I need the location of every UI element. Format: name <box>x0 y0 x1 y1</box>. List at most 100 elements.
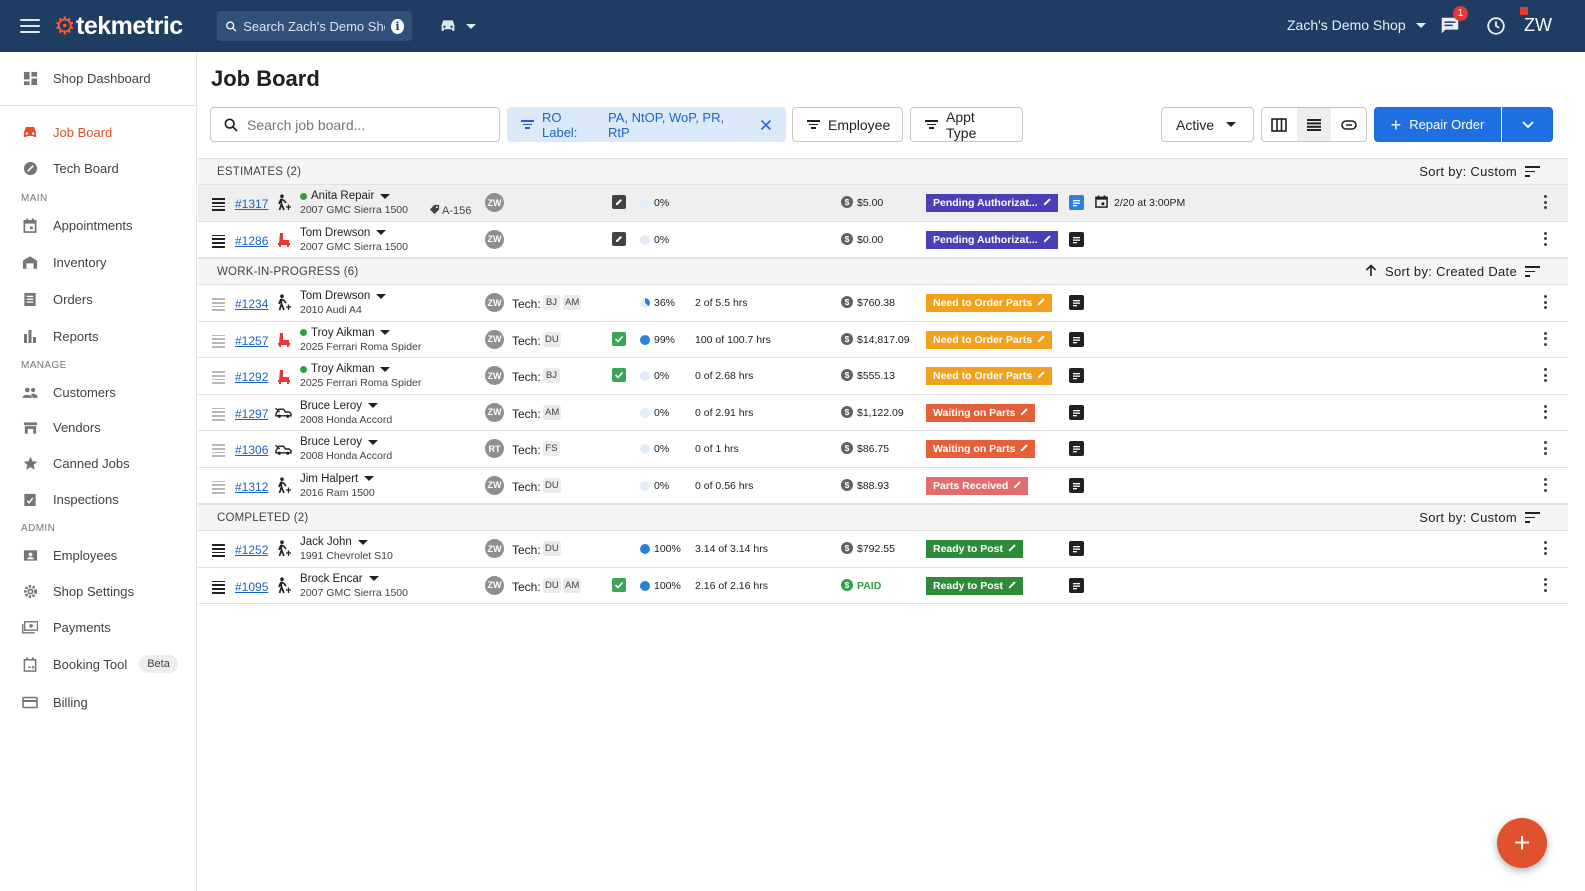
notes-icon[interactable] <box>1069 477 1084 493</box>
notes-icon[interactable] <box>1069 577 1084 593</box>
table-row[interactable]: #1317 Anita Repair 2007 GMC Sierra 1500 A-1… <box>198 185 1568 222</box>
employee-filter[interactable]: Employee <box>792 107 903 142</box>
close-icon[interactable] <box>760 119 772 131</box>
service-advisor-avatar[interactable]: ZW <box>485 366 504 385</box>
sidebar-item-job-board[interactable]: Job Board <box>0 117 196 147</box>
job-board-search-input[interactable] <box>247 116 487 133</box>
info-icon[interactable]: i <box>391 18 404 34</box>
table-row[interactable]: #1252 Jack John 1991 Chevrolet S10 ZW Tech: D… <box>198 531 1568 568</box>
technician-chip[interactable]: AM <box>543 404 562 420</box>
columns-view-icon[interactable] <box>1262 108 1297 141</box>
sort-by-control[interactable]: Sort by: Custom <box>1419 510 1540 525</box>
more-options-icon[interactable] <box>1542 441 1548 455</box>
ro-label-filter[interactable]: RO Label: PA, NtOP, WoP, PR, RtP <box>507 107 786 142</box>
sort-by-control[interactable]: Sort by: Custom <box>1419 164 1540 179</box>
more-options-icon[interactable] <box>1542 231 1548 246</box>
list-view-icon[interactable] <box>1296 108 1332 141</box>
table-row[interactable]: #1286 Tom Drewson 2007 GMC Sierra 1500 ZW 0%… <box>198 222 1568 258</box>
customer-name[interactable]: Bruce Leroy <box>300 400 379 412</box>
customer-name[interactable]: Jim Halpert <box>300 473 375 485</box>
repair-order-link[interactable]: #1286 <box>235 233 269 248</box>
menu-icon[interactable] <box>20 19 40 33</box>
notes-icon[interactable] <box>1069 231 1084 247</box>
status-badge[interactable]: Need to Order Parts <box>926 294 1053 312</box>
inspection-icon[interactable] <box>612 231 626 246</box>
sidebar-item-customers[interactable]: Customers <box>0 377 196 407</box>
technician-chip[interactable]: DU <box>543 331 561 347</box>
clock-icon[interactable] <box>1484 14 1508 38</box>
notes-icon[interactable] <box>1069 368 1084 383</box>
sidebar-item-canned-jobs[interactable]: Canned Jobs <box>0 448 196 478</box>
service-advisor-avatar[interactable]: ZW <box>485 229 504 249</box>
sidebar-item-reports[interactable]: Reports <box>0 321 196 351</box>
logo[interactable]: ⚙ tekmetric <box>54 11 183 40</box>
drag-handle-icon[interactable] <box>212 334 225 348</box>
repair-order-dropdown-button[interactable] <box>1502 107 1553 142</box>
shop-switcher[interactable]: Zach's Demo Shop <box>1287 17 1426 33</box>
table-row[interactable]: #1312 Jim Halpert 2016 Ram 1500 ZW Tech: DU 0%… <box>198 468 1568 504</box>
status-badge[interactable]: Ready to Post <box>926 576 1024 595</box>
technician-chip[interactable]: DU <box>543 541 561 556</box>
customer-name[interactable]: Anita Repair <box>300 190 391 202</box>
notes-icon[interactable] <box>1069 441 1084 456</box>
sidebar-item-billing[interactable]: Billing <box>0 687 196 717</box>
customer-name[interactable]: Tom Drewson <box>300 227 387 239</box>
technician-chip[interactable]: AM <box>563 577 582 593</box>
customer-name[interactable]: Tom Drewson <box>300 290 387 302</box>
customer-name[interactable]: Troy Aikman <box>300 327 391 339</box>
status-badge[interactable]: Need to Order Parts <box>926 367 1053 385</box>
more-options-icon[interactable] <box>1542 577 1548 592</box>
sidebar-item-appointments[interactable]: Appointments <box>0 210 196 240</box>
sidebar-item-inventory[interactable]: Inventory <box>0 247 196 277</box>
drag-handle-icon[interactable] <box>212 407 225 421</box>
sidebar-item-inspections[interactable]: Inspections <box>0 484 196 514</box>
table-row[interactable]: #1257 Troy Aikman 2025 Ferrari Roma Spider… <box>198 322 1568 358</box>
more-options-icon[interactable] <box>1542 195 1548 209</box>
repair-order-link[interactable]: #1312 <box>235 479 269 494</box>
sidebar-item-booking-tool[interactable]: Booking Tool Beta <box>0 649 196 679</box>
drag-handle-icon[interactable] <box>212 298 225 312</box>
customer-name[interactable]: Jack John <box>300 536 368 548</box>
global-search-input[interactable] <box>243 18 386 34</box>
technician-chip[interactable]: DU <box>543 577 561 593</box>
notes-icon[interactable] <box>1069 404 1084 420</box>
drag-handle-icon[interactable] <box>212 198 225 212</box>
notes-icon[interactable] <box>1069 331 1084 347</box>
table-row[interactable]: #1306 Bruce Leroy 2008 Honda Accord RT Tech:… <box>198 431 1568 468</box>
messages-icon[interactable] <box>1438 14 1462 38</box>
appt-type-filter[interactable]: Appt Type <box>910 107 1023 142</box>
inspection-complete-icon[interactable] <box>612 368 626 382</box>
notes-icon[interactable] <box>1069 195 1084 210</box>
repair-order-link[interactable]: #1095 <box>235 579 269 594</box>
customer-name[interactable]: Brock Encar <box>300 573 379 585</box>
service-advisor-avatar[interactable]: ZW <box>485 475 504 495</box>
status-badge[interactable]: Need to Order Parts <box>926 330 1053 349</box>
service-advisor-avatar[interactable]: ZW <box>485 193 504 212</box>
status-badge[interactable]: Pending Authorizat... <box>926 230 1058 249</box>
status-badge[interactable]: Pending Authorizat... <box>926 194 1058 212</box>
user-avatar[interactable]: ZW <box>1524 15 1552 35</box>
customer-name[interactable]: Troy Aikman <box>300 363 391 375</box>
repair-order-link[interactable]: #1306 <box>235 443 269 457</box>
service-advisor-avatar[interactable]: ZW <box>485 293 504 312</box>
inspection-icon[interactable] <box>612 195 626 209</box>
sidebar-item-employees[interactable]: Employees <box>0 540 196 570</box>
drag-handle-icon[interactable] <box>212 444 225 458</box>
table-row[interactable]: #1095 Brock Encar 2007 GMC Sierra 1500 ZW Te… <box>198 568 1568 604</box>
notes-icon[interactable] <box>1069 295 1084 310</box>
link-icon[interactable] <box>1331 108 1366 141</box>
customer-name[interactable]: Bruce Leroy <box>300 436 379 448</box>
technician-chip[interactable]: FS <box>543 441 560 456</box>
table-row[interactable]: #1297 Bruce Leroy 2008 Honda Accord ZW Tech:… <box>198 395 1568 431</box>
repair-order-link[interactable]: #1257 <box>235 333 269 348</box>
arrow-up-icon[interactable] <box>1365 263 1377 280</box>
service-advisor-avatar[interactable]: ZW <box>485 402 504 422</box>
more-options-icon[interactable] <box>1542 477 1548 492</box>
sidebar-item-shop-settings[interactable]: Shop Settings <box>0 576 196 606</box>
sort-by-control[interactable]: Sort by: Created Date <box>1365 263 1540 280</box>
table-row[interactable]: #1234 Tom Drewson 2010 Audi A4 ZW Tech: BJ AM 3… <box>198 285 1568 322</box>
service-advisor-avatar[interactable]: ZW <box>485 575 504 595</box>
more-options-icon[interactable] <box>1542 331 1548 346</box>
sidebar-item-orders[interactable]: Orders <box>0 284 196 314</box>
drag-handle-icon[interactable] <box>212 580 225 594</box>
